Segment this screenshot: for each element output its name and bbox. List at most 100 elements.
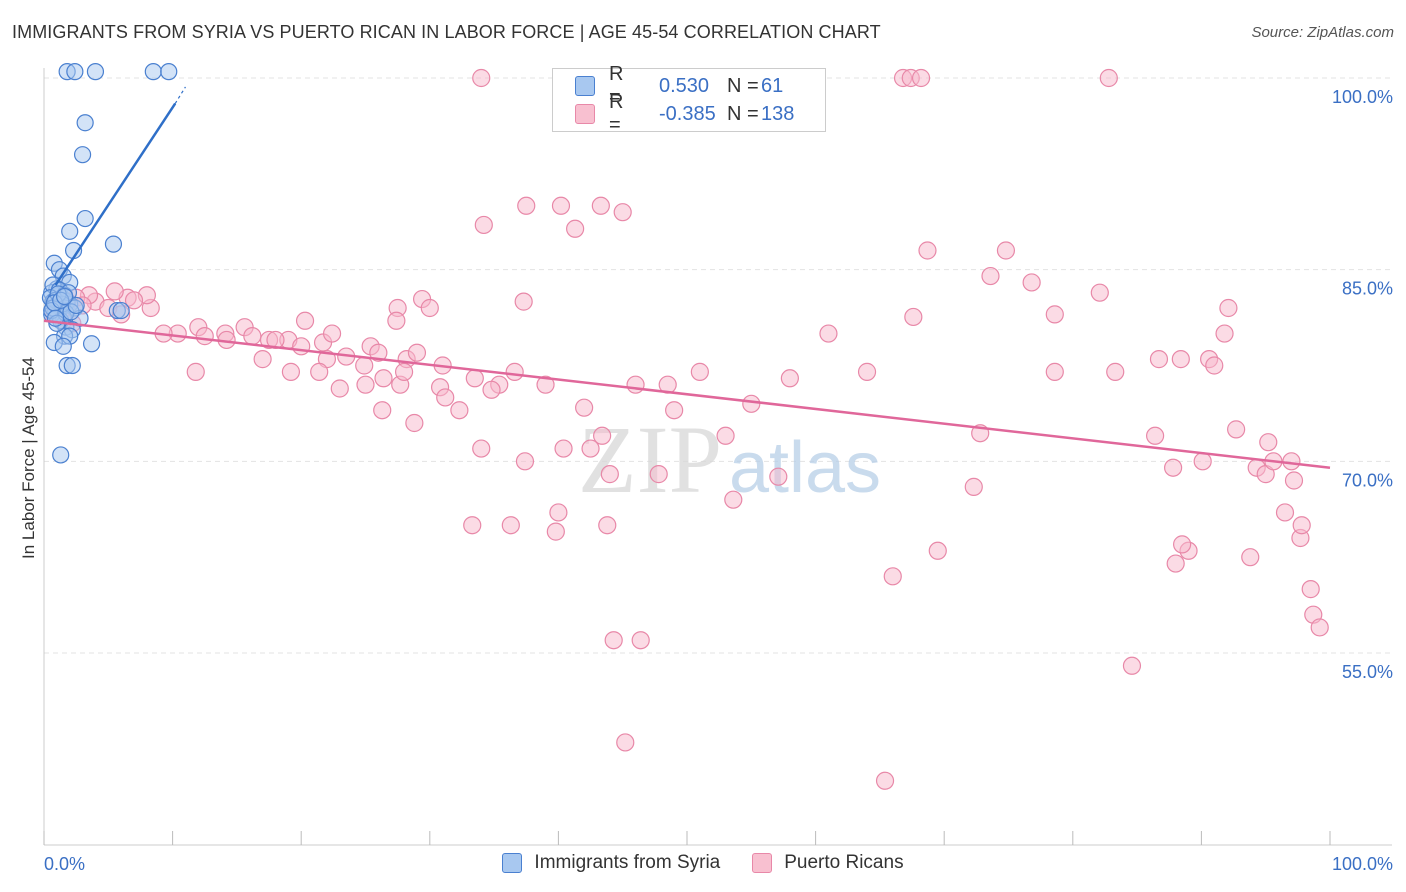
data-point-syria	[86, 63, 105, 81]
data-point-puerto-rican	[626, 375, 645, 394]
data-point-puerto-rican	[514, 292, 533, 311]
data-point-puerto-rican	[394, 362, 414, 381]
data-point-puerto-rican	[981, 266, 1000, 286]
data-point-puerto-rican	[604, 631, 623, 650]
data-point-puerto-rican	[355, 356, 374, 375]
data-point-puerto-rican	[405, 413, 424, 433]
data-point-puerto-rican	[875, 771, 895, 790]
data-point-puerto-rican	[407, 343, 427, 362]
data-point-puerto-rican	[253, 350, 272, 369]
y-tick-label: 85.0%	[1342, 279, 1393, 299]
data-point-puerto-rican	[472, 439, 491, 458]
data-point-puerto-rican	[322, 324, 342, 343]
data-point-puerto-rican	[186, 362, 205, 381]
data-point-syria	[73, 146, 92, 164]
data-point-puerto-rican	[1284, 471, 1304, 490]
data-point-syria	[160, 63, 178, 81]
data-point-puerto-rican	[472, 68, 491, 88]
data-point-puerto-rican	[1275, 503, 1295, 522]
data-point-syria	[112, 301, 130, 320]
data-point-puerto-rican	[742, 394, 761, 413]
data-point-puerto-rican	[310, 362, 329, 381]
data-point-puerto-rican	[1171, 350, 1190, 369]
data-point-puerto-rican	[1301, 580, 1320, 599]
legend-n-label: N =	[727, 102, 759, 125]
data-point-syria	[82, 335, 101, 353]
data-point-puerto-rican	[769, 467, 788, 486]
data-point-puerto-rican	[369, 343, 388, 362]
data-point-puerto-rican	[581, 439, 600, 458]
data-point-syria	[61, 222, 79, 240]
data-point-syria	[104, 235, 123, 253]
trend-layer	[43, 86, 1331, 469]
stats-legend: R = 0.530 N = 61 R = -0.385 N = 138	[552, 63, 826, 136]
legend-swatch-puerto-rican	[752, 853, 773, 873]
syria-points	[41, 63, 178, 464]
data-point-puerto-rican	[195, 327, 214, 346]
y-tick-label: 70.0%	[1342, 470, 1393, 490]
data-point-puerto-rican	[1149, 350, 1169, 369]
series-legend: Immigrants from Syria Puerto Ricans	[0, 852, 1406, 874]
data-point-puerto-rican	[1090, 283, 1109, 302]
axis-layer	[43, 68, 1392, 846]
data-point-puerto-rican	[964, 477, 983, 496]
data-point-syria	[76, 209, 94, 228]
legend-r-value-syria: 0.530	[659, 74, 710, 97]
data-point-puerto-rican	[465, 369, 484, 388]
trendline-syria-extension	[174, 86, 186, 104]
data-point-puerto-rican	[598, 516, 617, 535]
data-point-puerto-rican	[665, 401, 684, 420]
data-point-puerto-rican	[928, 541, 947, 560]
data-point-puerto-rican	[1219, 298, 1238, 318]
data-point-syria	[54, 337, 72, 355]
data-point-puerto-rican	[1166, 554, 1185, 573]
data-point-puerto-rican	[387, 311, 406, 330]
data-point-syria	[67, 296, 85, 315]
legend-item-syria[interactable]: Immigrants from Syria	[502, 852, 720, 874]
data-point-puerto-rican	[105, 282, 124, 301]
data-point-puerto-rican	[374, 369, 393, 388]
trendline-puerto-rican	[43, 319, 1331, 469]
watermark-zip: ZIP	[578, 406, 722, 513]
data-point-puerto-rican	[1227, 420, 1246, 439]
data-point-puerto-rican	[1241, 548, 1260, 567]
data-point-syria	[52, 446, 70, 464]
data-point-puerto-rican	[996, 241, 1016, 260]
data-point-puerto-rican	[243, 327, 262, 346]
x-tick-label-max: 100.0%	[1332, 854, 1393, 874]
data-point-puerto-rican	[1173, 535, 1192, 554]
x-tick-label-min: 0.0%	[44, 854, 85, 874]
data-point-puerto-rican	[373, 401, 392, 420]
data-point-puerto-rican	[575, 398, 594, 417]
data-point-puerto-rican	[551, 196, 571, 215]
legend-item-puerto-rican[interactable]: Puerto Ricans	[752, 852, 904, 874]
data-point-puerto-rican	[330, 379, 349, 398]
data-point-puerto-rican	[546, 522, 565, 541]
data-point-puerto-rican	[292, 337, 311, 356]
data-point-puerto-rican	[600, 465, 619, 484]
legend-row-syria: R = 0.530 N = 61	[575, 63, 784, 108]
data-point-puerto-rican	[593, 426, 612, 445]
data-point-puerto-rican	[1259, 433, 1278, 452]
data-point-puerto-rican	[1193, 452, 1212, 471]
label-layer: 55.0% 70.0% 85.0% 100.0% 0.0% 100.0% In Labor …	[19, 87, 1393, 874]
legend-r-value-puerto-rican: -0.385	[659, 102, 716, 125]
data-point-puerto-rican	[463, 516, 482, 535]
data-point-puerto-rican	[631, 631, 650, 650]
legend-label-syria: Immigrants from Syria	[534, 852, 721, 873]
data-point-puerto-rican	[474, 215, 493, 235]
legend-n-value-syria: 61	[761, 74, 784, 97]
data-point-puerto-rican	[124, 291, 144, 310]
source-label: Source: ZipAtlas.com	[1251, 24, 1394, 41]
y-tick-label: 55.0%	[1342, 662, 1393, 682]
data-point-syria	[144, 63, 162, 81]
data-point-puerto-rican	[566, 219, 585, 238]
data-point-puerto-rican	[1022, 273, 1041, 292]
data-point-puerto-rican	[883, 567, 902, 586]
data-point-syria	[66, 63, 84, 81]
legend-swatch-puerto-rican	[575, 104, 595, 124]
data-point-puerto-rican	[549, 503, 568, 522]
data-point-syria	[76, 114, 94, 132]
data-point-puerto-rican	[517, 196, 536, 215]
